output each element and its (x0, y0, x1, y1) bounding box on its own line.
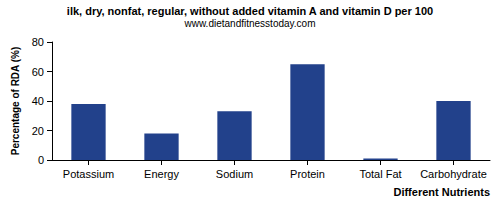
svg-text:ilk, dry, nonfat, regular, wit: ilk, dry, nonfat, regular, without added… (67, 5, 433, 17)
svg-text:60: 60 (32, 66, 44, 78)
svg-text:Protein: Protein (290, 168, 325, 180)
svg-text:Percentage of RDA (%): Percentage of RDA (%) (10, 47, 21, 156)
svg-text:Potassium: Potassium (63, 168, 114, 180)
svg-text:Different Nutrients: Different Nutrients (393, 186, 490, 198)
svg-text:Total Fat: Total Fat (359, 168, 401, 180)
svg-text:www.dietandfitnesstoday.com: www.dietandfitnesstoday.com (184, 18, 316, 29)
svg-text:Carbohydrate: Carbohydrate (420, 168, 487, 180)
svg-text:40: 40 (32, 95, 44, 107)
svg-text:Energy: Energy (144, 168, 179, 180)
svg-text:Sodium: Sodium (216, 168, 253, 180)
svg-text:20: 20 (32, 125, 44, 137)
svg-text:80: 80 (32, 36, 44, 48)
svg-text:0: 0 (38, 154, 44, 166)
